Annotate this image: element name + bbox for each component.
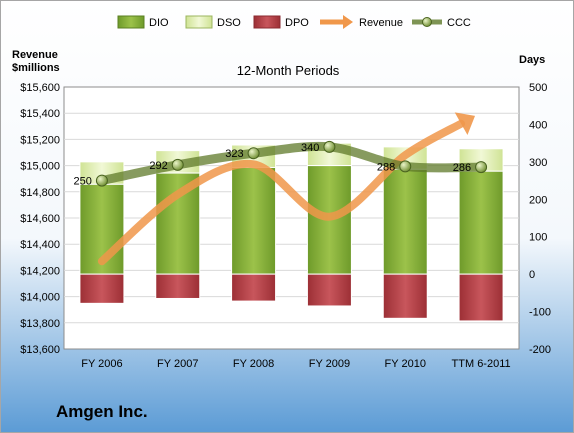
- ccc-data-label: 340: [301, 142, 319, 154]
- legend-label: CCC: [447, 17, 471, 29]
- revenue-arrowhead: [454, 112, 476, 136]
- bar-dpo: [231, 273, 277, 302]
- ccc-data-label: 292: [149, 160, 167, 172]
- legend-swatch: [185, 15, 213, 29]
- right-tick-label: 500: [529, 82, 547, 94]
- bar-dio: [382, 168, 428, 275]
- ccc-point: [95, 174, 108, 187]
- left-tick-label: $15,600: [20, 82, 60, 94]
- legend-swatch-marker: [422, 17, 432, 27]
- category-label: FY 2008: [233, 358, 274, 370]
- legend-swatch-arrowhead: [343, 15, 353, 29]
- bar-dio: [231, 166, 277, 275]
- category-label: FY 2009: [309, 358, 350, 370]
- right-tick-label: 0: [529, 269, 535, 281]
- ccc-point: [399, 160, 412, 173]
- ccc-point: [247, 147, 260, 160]
- legend-label: DIO: [149, 17, 169, 29]
- left-axis-label-line2: $millions: [12, 62, 60, 74]
- ccc-data-label: 323: [225, 148, 243, 160]
- category-label: FY 2006: [81, 358, 122, 370]
- left-axis-label-line1: Revenue: [12, 49, 58, 61]
- bar-dio: [458, 170, 504, 275]
- right-tick-label: -100: [529, 307, 551, 319]
- ccc-data-label: 250: [74, 176, 92, 188]
- legend-label: DSO: [217, 17, 241, 29]
- left-tick-label: $14,200: [20, 265, 60, 277]
- left-tick-label: $15,400: [20, 108, 60, 120]
- left-tick-label: $13,800: [20, 318, 60, 330]
- right-tick-label: 300: [529, 157, 547, 169]
- right-tick-label: -200: [529, 344, 551, 356]
- ccc-point: [171, 158, 184, 171]
- category-label: FY 2007: [157, 358, 198, 370]
- bar-dpo: [458, 273, 504, 322]
- left-tick-label: $14,600: [20, 213, 60, 225]
- ccc-data-label: 288: [377, 161, 395, 173]
- legend-label: Revenue: [359, 17, 403, 29]
- right-tick-label: 100: [529, 232, 547, 244]
- bar-dpo: [382, 273, 428, 319]
- bar-dpo: [306, 273, 352, 307]
- right-tick-label: 200: [529, 194, 547, 206]
- plot-area: $13,600 $13,800 $14,000 $14,200 $14,400 $14,6…: [20, 82, 551, 370]
- left-tick-label: $14,400: [20, 239, 60, 251]
- right-tick-label: 400: [529, 119, 547, 131]
- legend-label: DPO: [285, 17, 309, 29]
- category-label: FY 2010: [385, 358, 426, 370]
- chart-title: 12-Month Periods: [237, 63, 340, 78]
- ccc-line: [97, 141, 486, 186]
- legend-swatch: [117, 15, 145, 29]
- legend-swatch: [253, 15, 281, 29]
- left-tick-label: $14,000: [20, 292, 60, 304]
- left-tick-label: $14,800: [20, 187, 60, 199]
- bar-dpo: [155, 273, 201, 299]
- left-tick-label: $15,000: [20, 161, 60, 173]
- bar-dpo: [79, 273, 125, 304]
- left-tick-label: $15,200: [20, 134, 60, 146]
- right-axis-label: Days: [519, 54, 545, 66]
- ccc-point: [323, 140, 336, 153]
- legend: DIO DSO DPO Revenue CCC: [117, 15, 471, 29]
- category-label: TTM 6-2011: [452, 358, 511, 370]
- left-tick-label: $13,600: [20, 344, 60, 356]
- ccc-data-label: 286: [453, 162, 471, 174]
- revenue-line: [97, 119, 466, 266]
- ccc-point: [475, 161, 488, 174]
- company-name: Amgen Inc.: [56, 402, 148, 421]
